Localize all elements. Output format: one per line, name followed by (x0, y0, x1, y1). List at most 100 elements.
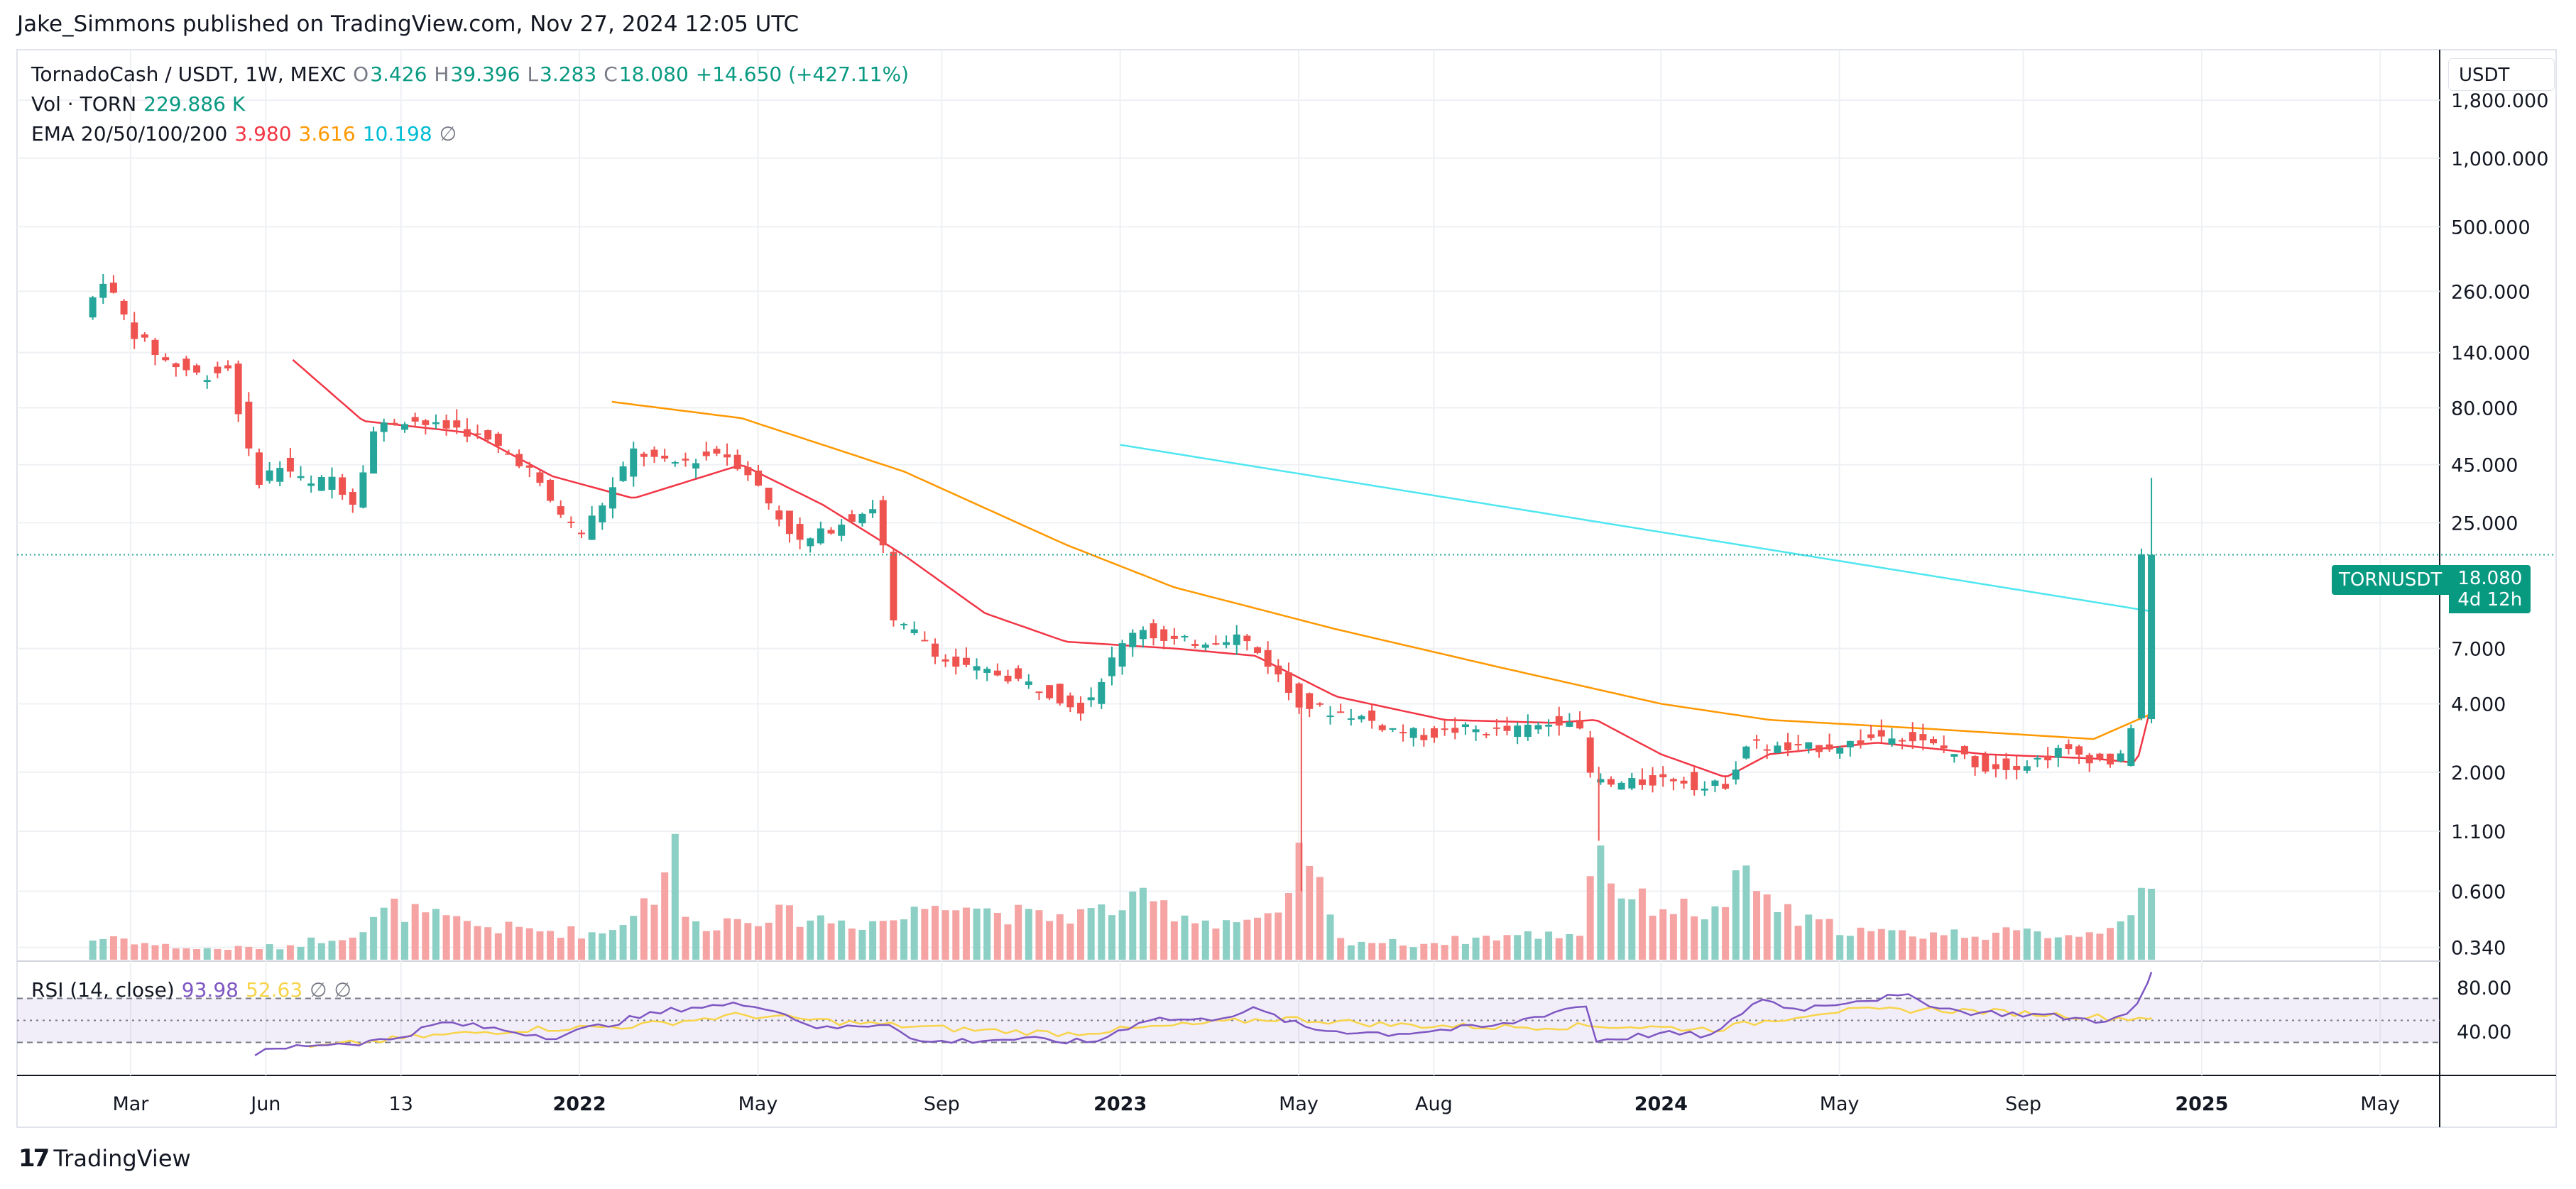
candle-body (1628, 778, 1636, 789)
volume-bar (682, 916, 689, 960)
volume-bar (193, 949, 201, 960)
last-volume-bar (2148, 889, 2156, 960)
rsi-axis: 80.00 40.00 (2457, 977, 2511, 1043)
candle-body (1295, 683, 1303, 708)
volume-bar (2117, 921, 2124, 960)
candle-body (848, 514, 856, 522)
candles[interactable] (17, 273, 2556, 892)
candle-body (962, 657, 970, 665)
volume-bar (1430, 943, 1438, 960)
volume-bar (2085, 932, 2093, 960)
legend-vol-value: 229.886 K (143, 92, 246, 116)
candle-body (1015, 668, 1022, 679)
candle-body (1649, 775, 1657, 786)
price-tick-label: 140.000 (2451, 343, 2531, 365)
candle-body (1514, 725, 1522, 738)
volume-bar (214, 948, 222, 960)
candle-body (1129, 632, 1137, 647)
volume-bar (1326, 914, 1334, 960)
current-symbol-tag: TORNUSDT (2332, 565, 2450, 595)
ema-lines (292, 358, 2153, 777)
volume-bar (2107, 928, 2114, 960)
candle-body (890, 552, 897, 620)
candle-body (297, 476, 305, 478)
volume-bar (1930, 932, 1938, 960)
volume-bar (1940, 935, 1948, 960)
price-tick-label: 500.000 (2451, 217, 2531, 239)
legend-main: TornadoCash / USDT, 1W, MEXC O3.426 H39.39… (31, 62, 916, 86)
candle-body (1056, 684, 1064, 703)
volume-bar (1503, 935, 1511, 960)
candle-body (921, 640, 929, 642)
volume-bar (702, 931, 710, 960)
candle-body (1409, 728, 1417, 738)
legend-rsi-x2: ∅ (334, 978, 351, 1002)
candle-body (775, 510, 783, 520)
candle-body (578, 532, 586, 535)
volume-bar (608, 930, 616, 960)
legend-rsi-label[interactable]: RSI (14, close) (31, 978, 175, 1002)
candle-body (2117, 753, 2124, 762)
volume-bar (1098, 904, 1106, 960)
candle-body (1742, 746, 1750, 759)
volume-bar (1004, 924, 1012, 960)
volume-bar (567, 926, 575, 960)
candle-body (1264, 650, 1272, 667)
volume-bar (724, 918, 731, 960)
candle-body (1794, 744, 1802, 746)
volume-bar (224, 950, 232, 960)
candle-body (858, 513, 866, 524)
volume-bar (1971, 936, 1979, 960)
legend-symbol[interactable]: TornadoCash / USDT, 1W, MEXC (31, 62, 346, 86)
volume-bar (1399, 946, 1407, 960)
currency-unit-button[interactable]: USDT (2448, 58, 2555, 91)
legend-ema-label[interactable]: EMA 20/50/100/200 (31, 122, 228, 146)
candle-body (2107, 753, 2114, 765)
candle-body (474, 433, 481, 435)
volume-bar (1555, 938, 1563, 960)
volume-bar (1899, 930, 1906, 960)
candle-body (724, 454, 731, 458)
candle-body (1170, 635, 1178, 639)
volume-bar (1524, 931, 1532, 960)
candle-body (1545, 724, 1553, 727)
tradingview-logo[interactable]: 17 TradingView (18, 1144, 191, 1173)
candle-body (245, 401, 253, 449)
price-tick-label: 7.000 (2451, 639, 2506, 661)
volume-bar (962, 907, 970, 960)
volume-bar (1056, 914, 1064, 960)
volume-bar (2023, 928, 2031, 960)
candle-body (255, 452, 263, 486)
volume-bar (1461, 943, 1469, 960)
volume-bar (547, 931, 555, 960)
volume-bar (182, 948, 190, 960)
time-tick-label: May (1820, 1093, 1860, 1115)
time-tick-label: 2023 (1093, 1093, 1147, 1115)
volume-bar (286, 945, 294, 960)
candle-body (494, 433, 502, 446)
volume-bars (89, 833, 2156, 960)
volume-bar (1545, 931, 1553, 960)
candle-body (422, 420, 430, 425)
current-price-value: 18.080 (2457, 568, 2523, 589)
time-axis[interactable]: Mar Jun 13 2022 May Sep 2023 May Aug 2024 May Sep 20… (112, 1093, 2400, 1115)
candle-body (525, 465, 533, 468)
volume-bar (1492, 940, 1500, 960)
volume-bar (1108, 915, 1115, 960)
candle-body (619, 466, 627, 481)
candle-body (1066, 695, 1074, 708)
candle-body (359, 472, 367, 508)
candle-body (1950, 754, 1958, 757)
candle-body (1441, 728, 1448, 730)
volume-bar (297, 946, 305, 960)
candle-body (765, 488, 773, 504)
candle-body (942, 659, 949, 662)
legend-vol-label[interactable]: Vol · TORN (31, 92, 137, 116)
volume-bar (785, 905, 793, 960)
price-axis[interactable]: 1,800.000 1,000.000 500.000 260.000 140.000 8… (2451, 90, 2548, 959)
volume-bar (1139, 887, 1147, 960)
candle-body (692, 463, 700, 469)
volume-bar (328, 941, 336, 960)
volume-bar (1025, 909, 1032, 960)
